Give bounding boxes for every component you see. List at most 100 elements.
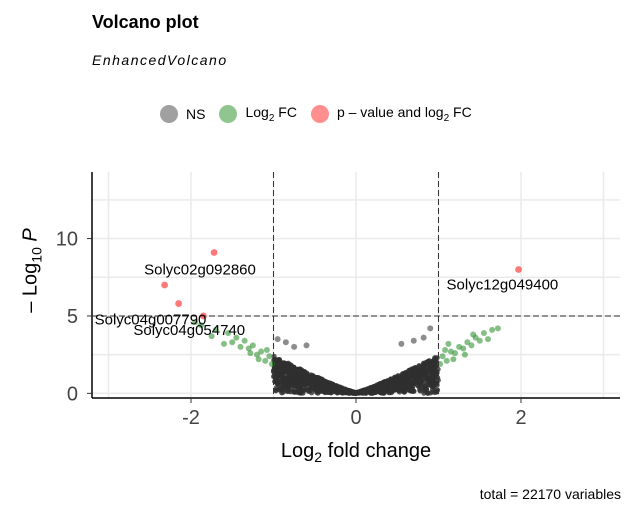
ns-point bbox=[423, 359, 429, 365]
x-tick-label: -2 bbox=[182, 407, 200, 429]
ns-point bbox=[421, 386, 428, 392]
ns-point bbox=[417, 388, 423, 394]
legend-item-ns: NS bbox=[160, 104, 206, 123]
ns-point bbox=[401, 374, 407, 380]
ns-point bbox=[435, 366, 441, 372]
ns-point bbox=[351, 389, 357, 396]
fc-point bbox=[229, 339, 236, 346]
ns-point bbox=[370, 389, 376, 396]
ns-point bbox=[430, 376, 436, 382]
ns-point bbox=[337, 386, 344, 392]
ns-point bbox=[305, 387, 311, 393]
fc-point bbox=[247, 350, 254, 357]
ns-point bbox=[286, 375, 292, 381]
fc-point bbox=[485, 336, 491, 343]
ns-point bbox=[282, 339, 289, 346]
ns-point bbox=[328, 387, 334, 393]
ns-point bbox=[317, 376, 324, 382]
ns-point bbox=[410, 337, 417, 344]
legend-item-fc: Log2 FC bbox=[219, 104, 297, 124]
ns-point bbox=[420, 373, 427, 379]
ns-point bbox=[392, 383, 398, 390]
ns-point bbox=[276, 362, 282, 368]
fc-point bbox=[225, 329, 232, 336]
ns-point bbox=[290, 374, 296, 381]
ns-point bbox=[397, 383, 403, 390]
fc-point bbox=[208, 333, 215, 340]
ns-point bbox=[273, 384, 280, 391]
ns-point bbox=[425, 381, 432, 387]
fc-point bbox=[197, 322, 204, 329]
fc-point bbox=[263, 347, 270, 354]
chart-subtitle: EnhancedVolcano bbox=[92, 52, 228, 68]
y-tick-label: 0 bbox=[67, 383, 78, 405]
ns-point bbox=[407, 383, 413, 389]
y-tick-label: 10 bbox=[56, 229, 78, 251]
x-tick-label: 2 bbox=[515, 407, 526, 429]
ns-point bbox=[418, 378, 424, 384]
fc-point bbox=[489, 326, 496, 333]
fc-point bbox=[249, 342, 256, 349]
ns-point bbox=[417, 382, 423, 389]
ns-point bbox=[308, 374, 314, 381]
fc-point bbox=[245, 345, 252, 352]
fc-point bbox=[460, 345, 467, 352]
fc-point bbox=[221, 340, 227, 347]
ns-point bbox=[303, 381, 309, 387]
ns-point bbox=[407, 387, 413, 394]
chart-caption: total = 22170 variables bbox=[479, 486, 621, 502]
fc-point bbox=[262, 357, 269, 364]
legend-label-fc: Log2 FC bbox=[245, 104, 297, 124]
ns-point bbox=[411, 373, 417, 379]
ns-point bbox=[356, 389, 362, 395]
x-axis-title: Log2 fold change bbox=[280, 440, 432, 465]
ns-point bbox=[382, 381, 388, 387]
ns-point bbox=[282, 361, 288, 367]
ns-point bbox=[311, 379, 317, 385]
ns-point bbox=[390, 377, 396, 383]
significant-point bbox=[175, 300, 183, 307]
fc-point bbox=[461, 351, 468, 358]
fc-point bbox=[192, 319, 199, 326]
ns-point bbox=[280, 389, 286, 395]
ns-point bbox=[303, 371, 309, 378]
significant-point bbox=[199, 312, 207, 320]
fc-point bbox=[452, 350, 458, 357]
fc-point bbox=[233, 334, 240, 341]
legend-label-both: p – value and log2 FC bbox=[336, 104, 472, 124]
legend-label-ns: NS bbox=[186, 105, 206, 122]
legend-key-ns bbox=[160, 104, 178, 123]
ns-point bbox=[277, 357, 283, 364]
legend-key-fc bbox=[219, 104, 238, 123]
ns-point bbox=[402, 388, 408, 394]
legend-key-both bbox=[310, 104, 329, 123]
point-label: Solyc04g007790 bbox=[95, 312, 207, 329]
fc-point bbox=[258, 348, 265, 355]
ns-point bbox=[291, 343, 298, 350]
ns-point bbox=[272, 370, 279, 376]
fc-point bbox=[212, 326, 219, 333]
ns-point bbox=[319, 382, 325, 388]
ns-point bbox=[274, 380, 280, 386]
significant-point bbox=[161, 281, 169, 289]
ns-point bbox=[426, 367, 432, 373]
point-label: Solyc02g092860 bbox=[144, 261, 256, 278]
fc-point bbox=[480, 329, 487, 336]
fc-point bbox=[439, 353, 446, 360]
ns-point bbox=[413, 378, 419, 384]
fc-point bbox=[470, 331, 477, 338]
fc-point bbox=[254, 351, 260, 358]
ns-point bbox=[430, 384, 436, 390]
ns-point bbox=[274, 336, 281, 343]
ns-point bbox=[412, 365, 418, 371]
point-label: Solyc12g049400 bbox=[447, 277, 559, 294]
ns-point bbox=[399, 379, 405, 385]
ns-point bbox=[374, 385, 381, 391]
significant-point bbox=[515, 266, 522, 273]
fc-point bbox=[237, 343, 244, 350]
fc-point bbox=[464, 339, 471, 346]
ns-point bbox=[281, 382, 287, 388]
fc-point bbox=[445, 340, 452, 347]
legend-item-both: p – value and log2 FC bbox=[310, 104, 472, 124]
y-axis-title: – Log10 P bbox=[19, 228, 45, 313]
